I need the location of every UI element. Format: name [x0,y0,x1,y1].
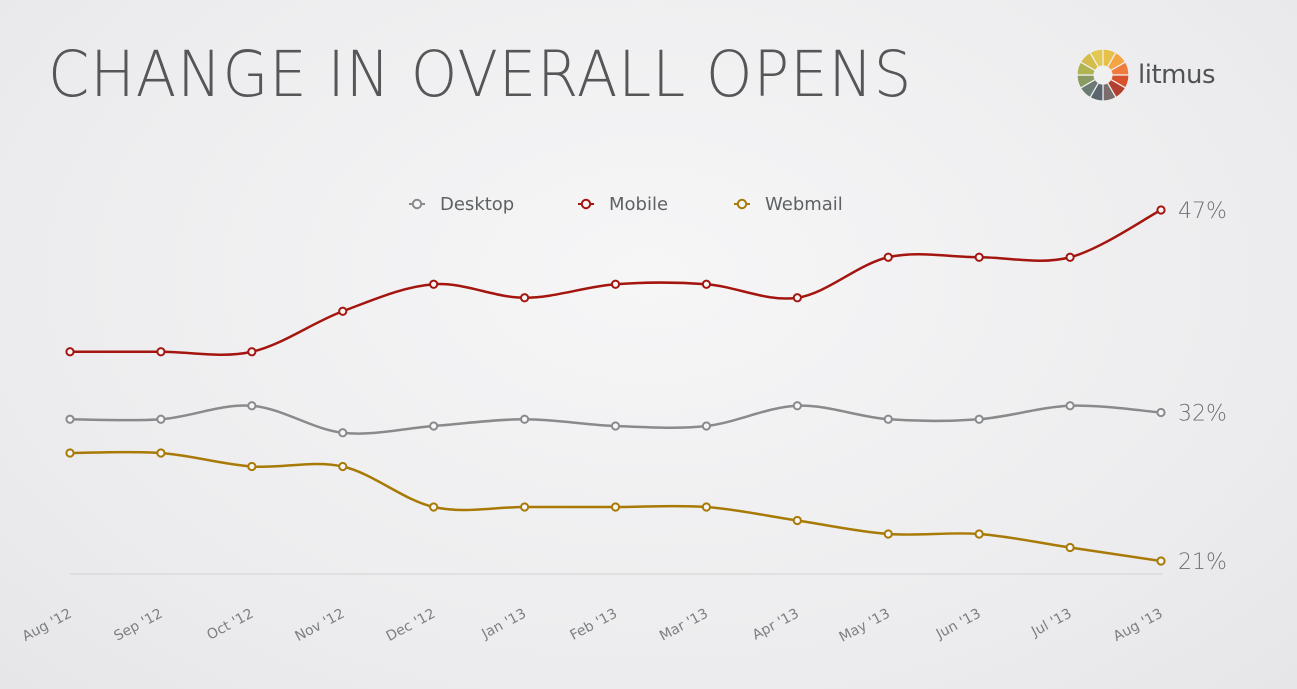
data-point-mobile [974,252,984,262]
x-tick-label: May '13 [837,606,893,646]
x-tick-label: Jul '13 [1028,606,1074,641]
data-point-webmail [883,529,893,539]
data-point-mobile [247,347,257,357]
data-point-webmail [338,461,348,472]
legend: Desktop Mobile Webmail [409,194,843,215]
data-point-mobile [1156,205,1166,215]
data-point-webmail [1156,556,1166,566]
data-point-desktop [429,421,439,431]
x-tick-label: Oct '12 [204,606,256,644]
legend-marker-mobile [580,198,592,210]
data-point-desktop [519,414,530,424]
x-tick-labels: Aug '12 Sep '12 Oct '12 Nov '12 Dec '12 Jan '… [20,606,1166,646]
data-point-desktop [338,428,348,438]
data-point-webmail [610,502,621,512]
end-label-mobile: 47% [1178,199,1227,224]
x-tick-label: Nov '12 [293,606,348,645]
data-point-webmail [519,502,530,512]
data-point-desktop [792,401,802,411]
x-tick-label: Dec '12 [384,606,439,645]
page-title: CHANGE IN OVERALL OPENS [48,38,913,111]
data-point-webmail [247,461,257,472]
legend-label-desktop: Desktop [440,194,514,215]
data-point-desktop [974,414,984,424]
data-point-webmail [1065,542,1075,553]
data-point-mobile [519,293,530,303]
data-point-mobile [338,306,348,316]
data-point-mobile [1065,252,1075,262]
data-point-webmail [974,529,984,539]
data-point-mobile [792,293,802,303]
data-point-desktop [156,414,166,424]
data-point-desktop [701,421,712,431]
data-point-mobile [701,279,712,289]
legend-label-webmail: Webmail [765,194,843,215]
x-tick-label: Feb '13 [567,606,619,644]
data-point-desktop [65,414,75,424]
x-tick-label: Jun '13 [933,606,984,643]
legend-marker-webmail [736,198,748,210]
data-point-desktop [1156,407,1166,418]
data-point-desktop [247,401,257,411]
end-label-webmail: 21% [1178,550,1227,575]
data-point-desktop [883,414,893,424]
legend-marker-desktop [411,198,423,210]
data-point-mobile [610,279,621,289]
x-tick-label: Mar '13 [657,606,711,645]
data-point-desktop [1065,401,1075,411]
x-tick-label: Jan '13 [479,606,530,643]
data-point-webmail [65,448,75,458]
data-point-mobile [65,347,75,357]
x-tick-label: Sep '12 [112,606,166,645]
logo-text: litmus [1138,60,1216,90]
data-point-webmail [156,448,166,458]
data-point-desktop [610,421,621,431]
end-labels: 32% 47% 21% [1178,199,1227,575]
data-point-webmail [701,502,712,512]
end-label-desktop: 32% [1178,402,1227,427]
data-point-mobile [429,279,439,289]
data-point-mobile [156,347,166,357]
data-point-webmail [429,502,439,512]
litmus-logo: litmus [1076,46,1216,104]
x-tick-label: Apr '13 [750,606,802,644]
series-group [65,205,1166,566]
litmus-wheel-icon [1076,48,1130,102]
data-point-webmail [792,515,802,526]
legend-label-mobile: Mobile [609,194,668,215]
data-point-mobile [883,252,893,262]
x-tick-label: Aug '12 [20,606,75,645]
x-tick-label: Aug '13 [1111,606,1166,645]
